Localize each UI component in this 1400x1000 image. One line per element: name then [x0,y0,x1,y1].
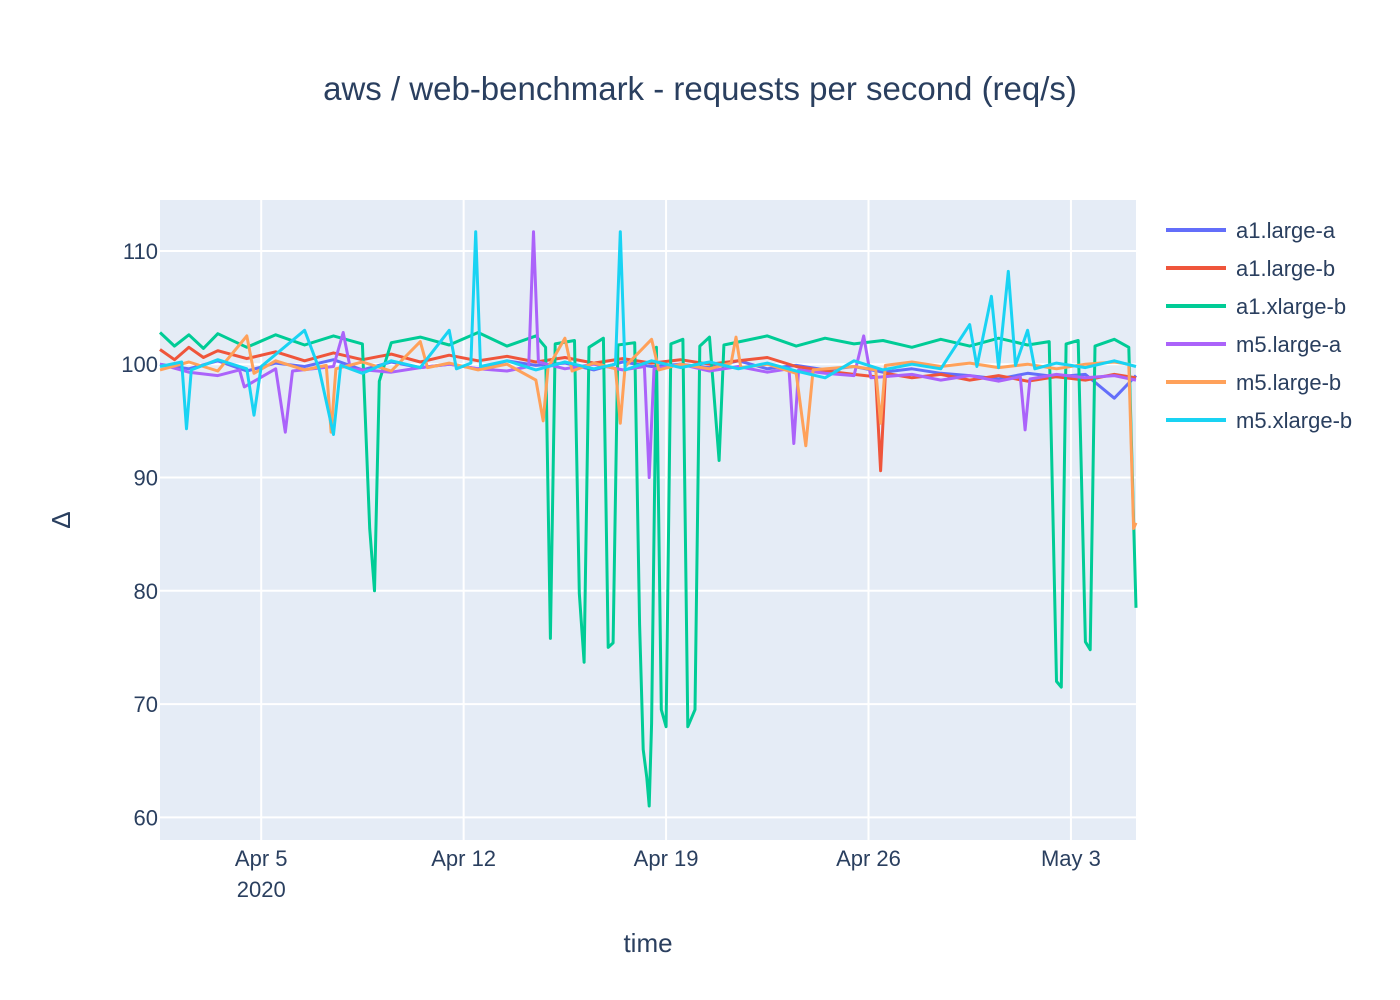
legend-item-m5-large-a[interactable]: m5.large-a [1166,332,1342,357]
x-tick-sublabel: 2020 [237,877,286,902]
plot-area [160,200,1136,840]
series-layer [158,230,1138,808]
y-tick-label: 60 [134,805,158,830]
x-axis-label: time [623,928,672,958]
legend-item-a1-xlarge-b[interactable]: a1.xlarge-b [1166,294,1346,319]
x-tick-label: Apr 19 [634,846,699,871]
legend-label: a1.xlarge-b [1236,294,1346,319]
x-tick-label: May 3 [1041,846,1101,871]
x-axis-ticks: Apr 5 2020 Apr 12 Apr 19 Apr 26 May 3 [235,846,1101,902]
legend-label: m5.large-a [1236,332,1342,357]
legend-label: a1.large-b [1236,256,1335,281]
y-axis-ticks: 60 70 80 90 100 110 [121,239,158,830]
legend-label: m5.large-b [1236,370,1341,395]
y-tick-label: 110 [123,239,158,264]
legend-item-m5-large-b[interactable]: m5.large-b [1166,370,1341,395]
legend-label: a1.large-a [1236,218,1336,243]
legend-item-a1-large-b[interactable]: a1.large-b [1166,256,1335,281]
legend-item-a1-large-a[interactable]: a1.large-a [1166,218,1336,243]
y-axis-label: Δ [46,511,76,528]
chart-title: aws / web-benchmark - requests per secon… [323,70,1077,107]
series-line-m5-xlarge-b [159,230,1137,436]
y-tick-label: 100 [121,352,158,377]
series-line-m5-large-b [159,334,1138,530]
x-tick-label: Apr 12 [431,846,496,871]
legend-label: m5.xlarge-b [1236,408,1352,433]
legend[interactable]: a1.large-a a1.large-b a1.xlarge-b m5.large-… [1166,218,1352,433]
x-tick-label: Apr 26 [836,846,901,871]
x-tick-label: Apr 5 [235,846,288,871]
y-tick-label: 90 [134,466,158,491]
legend-item-m5-xlarge-b[interactable]: m5.xlarge-b [1166,408,1352,433]
gridlines [160,200,1136,840]
y-tick-label: 70 [134,692,158,717]
y-tick-label: 80 [134,579,158,604]
